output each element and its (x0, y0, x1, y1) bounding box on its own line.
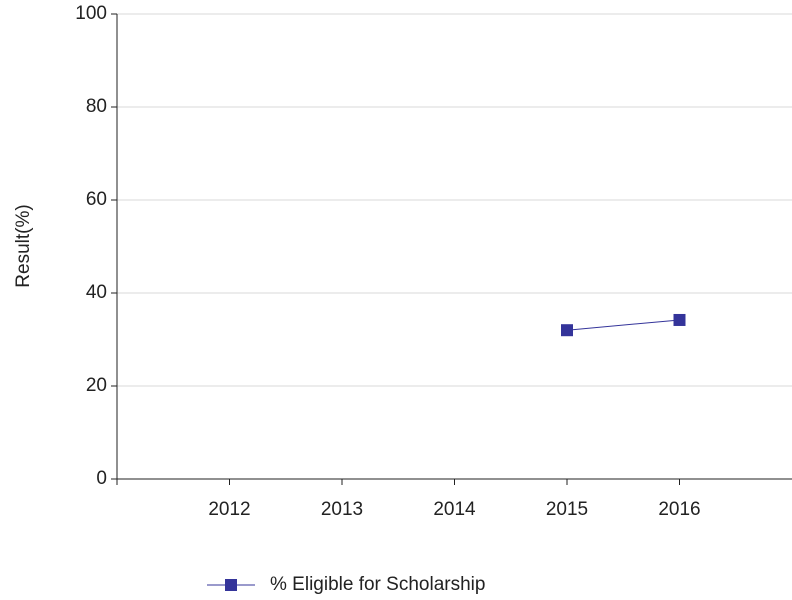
y-tick-label: 40 (86, 282, 107, 303)
y-tick-label: 60 (86, 189, 107, 210)
y-tick-label: 80 (86, 96, 107, 117)
y-tick-label: 0 (96, 468, 107, 489)
y-tick-label: 20 (86, 375, 107, 396)
x-tick-label: 2013 (321, 499, 363, 520)
point (673, 313, 686, 326)
y-axis-label: Result(%) (13, 204, 34, 287)
legend-marker (225, 579, 237, 591)
legend-label: % Eligible for Scholarship (270, 574, 485, 595)
y-tick-label: 100 (75, 3, 107, 24)
point (561, 324, 573, 337)
x-tick-label: 2016 (658, 499, 700, 520)
x-tick-label: 2012 (208, 499, 250, 520)
series-line (566, 319, 680, 331)
x-tick-label: 2014 (433, 499, 476, 520)
x-tick-label: 2015 (546, 499, 588, 520)
